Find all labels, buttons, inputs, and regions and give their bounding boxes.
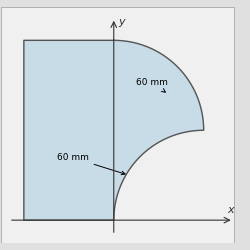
Text: 60 mm: 60 mm bbox=[57, 153, 125, 175]
Text: x: x bbox=[228, 205, 234, 215]
Text: 60 mm: 60 mm bbox=[136, 78, 168, 92]
Text: y: y bbox=[118, 17, 125, 27]
Polygon shape bbox=[24, 40, 204, 220]
